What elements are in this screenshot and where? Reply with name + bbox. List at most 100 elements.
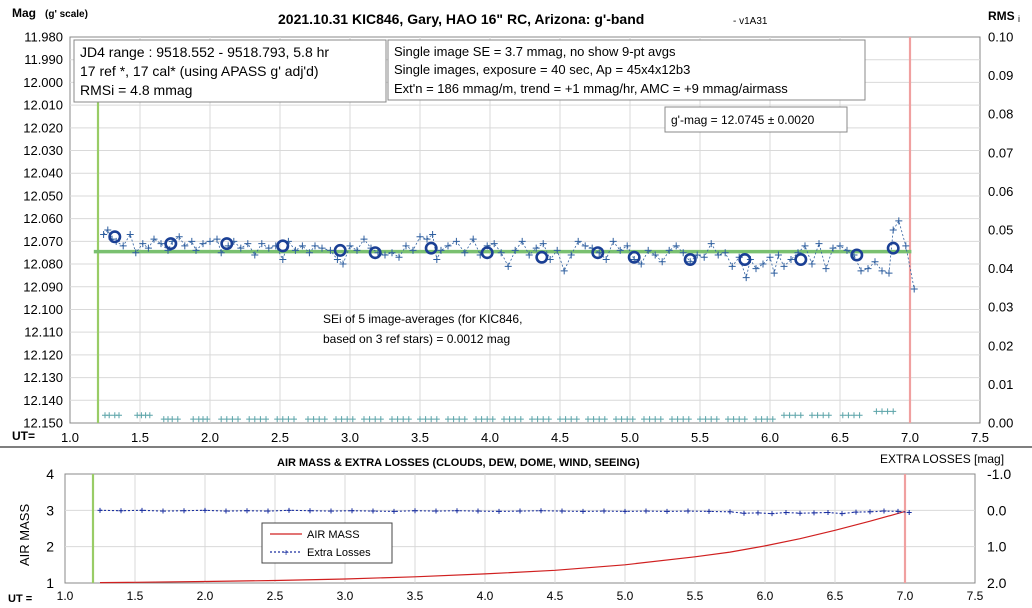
y-tick-label-bottom: 2 <box>46 539 54 555</box>
sei-annotation-line-2: based on 3 ref stars) = 0.0012 mag <box>323 332 510 346</box>
rms-point <box>540 416 547 423</box>
extra-losses-point <box>202 507 208 513</box>
rms-point <box>389 416 395 423</box>
y-tick-label-top: 12.140 <box>23 393 63 408</box>
rms-point <box>839 412 846 419</box>
single-image-point <box>815 240 823 248</box>
average-point <box>591 246 605 260</box>
extra-losses-point <box>412 508 418 514</box>
y-tick-label-top: 12.010 <box>23 98 63 113</box>
y-tick-label-top: 12.070 <box>23 234 63 249</box>
single-image-point <box>581 242 589 250</box>
rms-point <box>585 416 591 423</box>
single-image-point <box>258 240 266 248</box>
rms-point <box>422 416 429 423</box>
extra-losses-point <box>825 510 831 516</box>
airmass-line <box>99 510 906 584</box>
y2-tick-label-bottom: 0.0 <box>987 502 1007 518</box>
single-image-point <box>567 251 575 259</box>
rms-point <box>741 416 748 423</box>
single-image-point <box>333 256 341 264</box>
lightcurve-chart: 11.980 11.990 12.000 12.010 12.020 12.030 12.0… <box>12 6 1020 445</box>
extra-losses-point <box>727 509 733 515</box>
rms-point <box>590 416 597 423</box>
rms-point <box>450 416 457 423</box>
single-image-point <box>553 246 561 254</box>
extra-losses-point <box>160 508 166 514</box>
legend-box <box>261 522 393 564</box>
single-image-point <box>265 244 273 252</box>
chart-title-suffix: - v1A31 <box>733 16 768 27</box>
single-image-point <box>801 242 809 250</box>
sei-annotation-line-1: SEi of 5 image-averages (for KIC846, <box>323 312 522 326</box>
single-image-point <box>237 244 245 252</box>
x-tick-label-top: 5.0 <box>621 430 639 445</box>
x-tick-label-bottom: 5.0 <box>617 589 634 603</box>
single-image-point <box>444 242 452 250</box>
legend-airmass-label: AIR MASS <box>307 529 360 541</box>
x-tick-label-bottom: 6.0 <box>757 589 774 603</box>
single-image-point <box>139 240 147 248</box>
y2-tick-labels-bottom: -1.0 0.0 1.0 2.0 <box>987 466 1011 591</box>
extra-losses-point <box>475 508 481 514</box>
single-image-point <box>157 240 165 248</box>
rms-point <box>820 412 827 419</box>
rms-point <box>708 416 715 423</box>
extra-losses-point <box>622 508 628 514</box>
extra-losses-point <box>643 508 649 514</box>
single-image-point <box>175 233 183 241</box>
rms-point <box>601 416 608 423</box>
single-image-point <box>305 249 313 257</box>
single-image-point <box>721 249 729 257</box>
extra-losses-point <box>664 508 670 514</box>
x-axis-label-top: UT= <box>12 429 35 443</box>
x-tick-label-top: 6.5 <box>831 430 849 445</box>
rms-point <box>169 416 176 423</box>
rms-point <box>769 416 776 423</box>
y-tick-label-bottom: 4 <box>46 466 54 482</box>
single-image-point <box>532 244 540 252</box>
rms-point <box>596 416 603 423</box>
y-tick-label-top: 12.060 <box>23 211 63 226</box>
rms-point <box>562 416 569 423</box>
rms-point <box>235 416 241 423</box>
y-axis-label-sub: (g' scale) <box>45 9 88 20</box>
x-tick-label-top: 2.0 <box>201 430 219 445</box>
rms-point <box>338 416 345 423</box>
rms-point <box>285 416 292 423</box>
single-image-point <box>623 242 631 250</box>
extra-losses-point <box>223 508 229 514</box>
rms-point <box>257 416 264 423</box>
x-tick-label-bottom: 5.5 <box>687 589 704 603</box>
single-image-point <box>728 262 736 270</box>
single-image-point <box>759 260 767 268</box>
rms-point <box>657 416 664 423</box>
rms-point <box>146 412 153 419</box>
rms-point <box>461 416 468 423</box>
single-image-point <box>388 249 396 257</box>
bottom-y2-label: EXTRA LOSSES [mag] <box>880 452 1004 466</box>
single-image-point <box>829 244 837 252</box>
rms-point <box>730 416 737 423</box>
rms-point <box>613 416 619 423</box>
rms-point <box>106 412 113 419</box>
single-image-point <box>857 267 865 275</box>
x-tick-label-top: 3.5 <box>411 430 429 445</box>
rms-point <box>736 416 743 423</box>
rms-point <box>349 416 356 423</box>
x-tick-label-top: 1.0 <box>61 430 79 445</box>
extra-losses-point <box>496 508 502 514</box>
x-tick-label-bottom: 4.5 <box>547 589 564 603</box>
single-image-point <box>381 251 389 259</box>
rms-point <box>879 408 885 415</box>
single-image-point <box>213 235 221 243</box>
rms-point <box>484 416 491 423</box>
single-image-point <box>339 260 347 268</box>
single-image-point <box>774 251 782 259</box>
average-series <box>108 230 900 267</box>
extra-losses-point <box>685 508 691 514</box>
x-tick-label-top: 1.5 <box>131 430 149 445</box>
rms-point <box>263 416 269 423</box>
single-image-point <box>206 237 214 245</box>
single-image-point <box>560 267 568 275</box>
